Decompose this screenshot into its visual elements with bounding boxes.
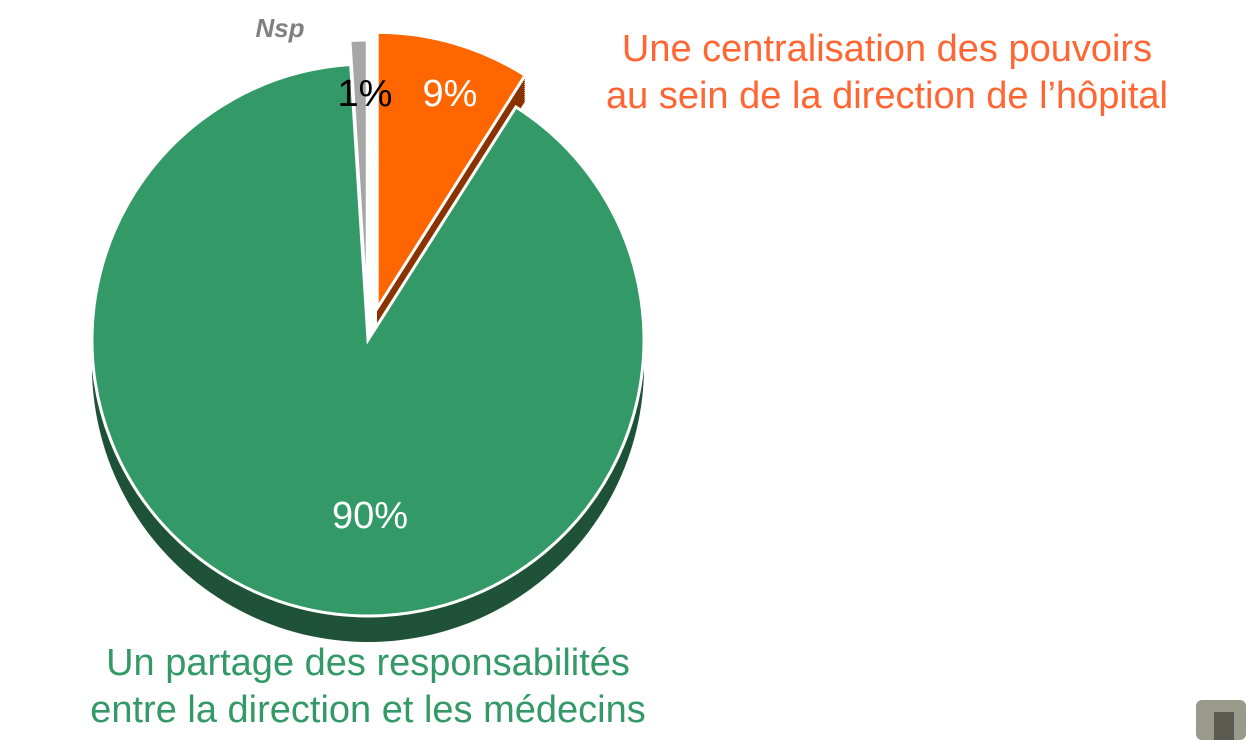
value-label: 90% [332,495,408,537]
category-label: Une centralisation des pouvoirs au sein … [606,28,1168,117]
category-label: Un partage des responsabilités entre la … [90,642,646,731]
category-label: Nsp [255,13,304,43]
value-label: 9% [423,73,478,115]
logo [1196,700,1246,740]
slice [375,30,528,314]
slice [348,38,369,317]
slice [90,62,646,618]
value-label: 1% [338,73,393,115]
